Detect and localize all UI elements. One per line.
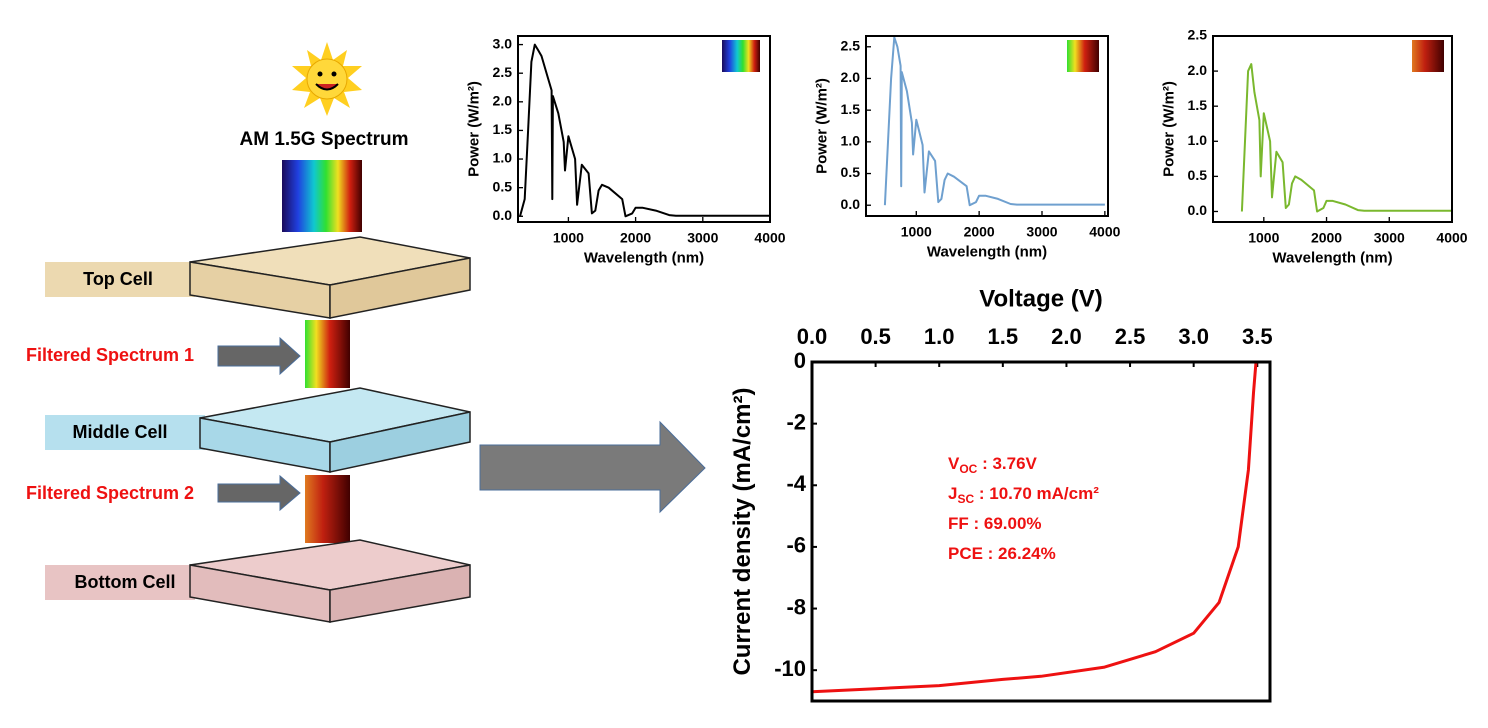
x-axis-label: Wavelength (nm) (1272, 249, 1392, 266)
y-tick-label: 3.0 (493, 35, 513, 51)
y-tick-label: -10 (774, 656, 806, 681)
y-tick-label: -8 (786, 594, 806, 619)
sun-icon (292, 42, 362, 116)
x-tick-label: 1000 (553, 229, 584, 245)
x-tick-label: 0.5 (860, 324, 891, 349)
middle-cell (199, 387, 471, 473)
x-tick-label: 3000 (1026, 223, 1057, 239)
y-tick-label: -4 (786, 471, 806, 496)
annotation-rest: : 3.76V (977, 454, 1037, 473)
big-arrow (479, 420, 706, 514)
y-tick-label: 2.5 (1188, 27, 1208, 43)
x-tick-label: 3000 (1374, 229, 1405, 245)
x-tick-label: 2000 (1311, 229, 1342, 245)
x-tick-label: 2.5 (1115, 324, 1146, 349)
x-axis-label: Wavelength (nm) (584, 249, 704, 266)
y-tick-label: 0.5 (841, 164, 861, 180)
y-axis-label: Power (W/m²) (814, 78, 831, 174)
x-tick-label: 3.5 (1242, 324, 1273, 349)
x-tick-label: 1.5 (988, 324, 1019, 349)
y-tick-label: 0.0 (1188, 202, 1208, 218)
x-tick-label: 4000 (1089, 223, 1120, 239)
y-axis-label: Power (W/m²) (1161, 81, 1178, 177)
y-tick-label: 1.0 (1188, 132, 1208, 148)
data-line (883, 36, 1105, 207)
arrow (217, 474, 301, 512)
annotation: JSC : 10.70 mA/cm² (948, 484, 1099, 506)
spectrum-bar (305, 475, 350, 543)
x-axis-label: Wavelength (nm) (927, 243, 1047, 260)
spectrum-bar (282, 160, 362, 232)
y-tick-label: 2.0 (1188, 62, 1208, 78)
y-tick-label: 1.5 (493, 121, 513, 137)
y-tick-label: 0 (794, 348, 806, 373)
layer-label: Bottom Cell (75, 572, 176, 592)
bottom-cell (189, 539, 471, 623)
plot-frame (865, 35, 1109, 217)
arrow (217, 336, 301, 376)
y-axis-label: Current density (mA/cm²) (729, 387, 756, 675)
x-tick-label: 4000 (754, 229, 785, 245)
spectrum-icon (722, 40, 760, 72)
y-tick-label: 2.5 (841, 37, 861, 53)
x-tick-label: 1.0 (924, 324, 955, 349)
y-tick-label: 2.0 (493, 93, 513, 109)
layer-label: Middle Cell (72, 422, 167, 442)
y-tick-label: 1.5 (1188, 97, 1208, 113)
y-axis-label: Power (W/m²) (466, 81, 483, 177)
x-tick-label: 2000 (620, 229, 651, 245)
y-tick-label: -6 (786, 533, 806, 558)
y-tick-label: 0.5 (493, 178, 513, 194)
plot-frame (1212, 35, 1453, 223)
annotation-text: J (948, 484, 957, 503)
x-tick-label: 0.0 (797, 324, 828, 349)
y-tick-label: 0.5 (1188, 167, 1208, 183)
annotation-text: V (948, 454, 960, 473)
y-tick-label: 0.0 (493, 207, 513, 223)
y-tick-label: 1.5 (841, 101, 861, 117)
annotation-sub: OC (959, 462, 977, 476)
x-tick-label: 3000 (687, 229, 718, 245)
y-tick-label: 0.0 (841, 196, 861, 212)
annotation-rest: : 10.70 mA/cm² (974, 484, 1099, 503)
y-tick-label: 1.0 (841, 133, 861, 149)
data-line (519, 43, 770, 218)
annotation: VOC : 3.76V (948, 454, 1038, 476)
layer-label: Filtered Spectrum 1 (26, 345, 194, 365)
x-tick-label: 1000 (1248, 229, 1279, 245)
data-line (811, 361, 1258, 694)
x-axis-label: Voltage (V) (979, 286, 1103, 313)
plot-frame (810, 360, 1272, 703)
x-tick-label: 3.0 (1178, 324, 1209, 349)
y-tick-label: 2.5 (493, 64, 513, 80)
label-band (45, 262, 195, 297)
spectrum-icon (1412, 40, 1444, 72)
x-tick-label: 2000 (964, 223, 995, 239)
source-label: AM 1.5G Spectrum (240, 129, 409, 150)
annotation-text: PCE : 26.24% (948, 544, 1056, 563)
x-tick-label: 4000 (1436, 229, 1467, 245)
label-band (45, 565, 195, 600)
annotation: FF : 69.00% (948, 514, 1042, 533)
y-tick-label: 2.0 (841, 69, 861, 85)
layer-label: Top Cell (83, 269, 153, 289)
spectrum-bar (305, 320, 350, 388)
annotation-sub: SC (957, 492, 974, 506)
plot-frame (517, 35, 771, 223)
data-line (1240, 63, 1452, 213)
layer-label: Filtered Spectrum 2 (26, 483, 194, 503)
annotation: PCE : 26.24% (948, 544, 1056, 563)
y-tick-label: -2 (786, 409, 806, 434)
top-cell (189, 236, 471, 319)
x-tick-label: 2.0 (1051, 324, 1082, 349)
y-tick-label: 1.0 (493, 150, 513, 166)
label-band (45, 415, 205, 450)
x-tick-label: 1000 (901, 223, 932, 239)
annotation-text: FF : 69.00% (948, 514, 1042, 533)
spectrum-icon (1067, 40, 1099, 72)
